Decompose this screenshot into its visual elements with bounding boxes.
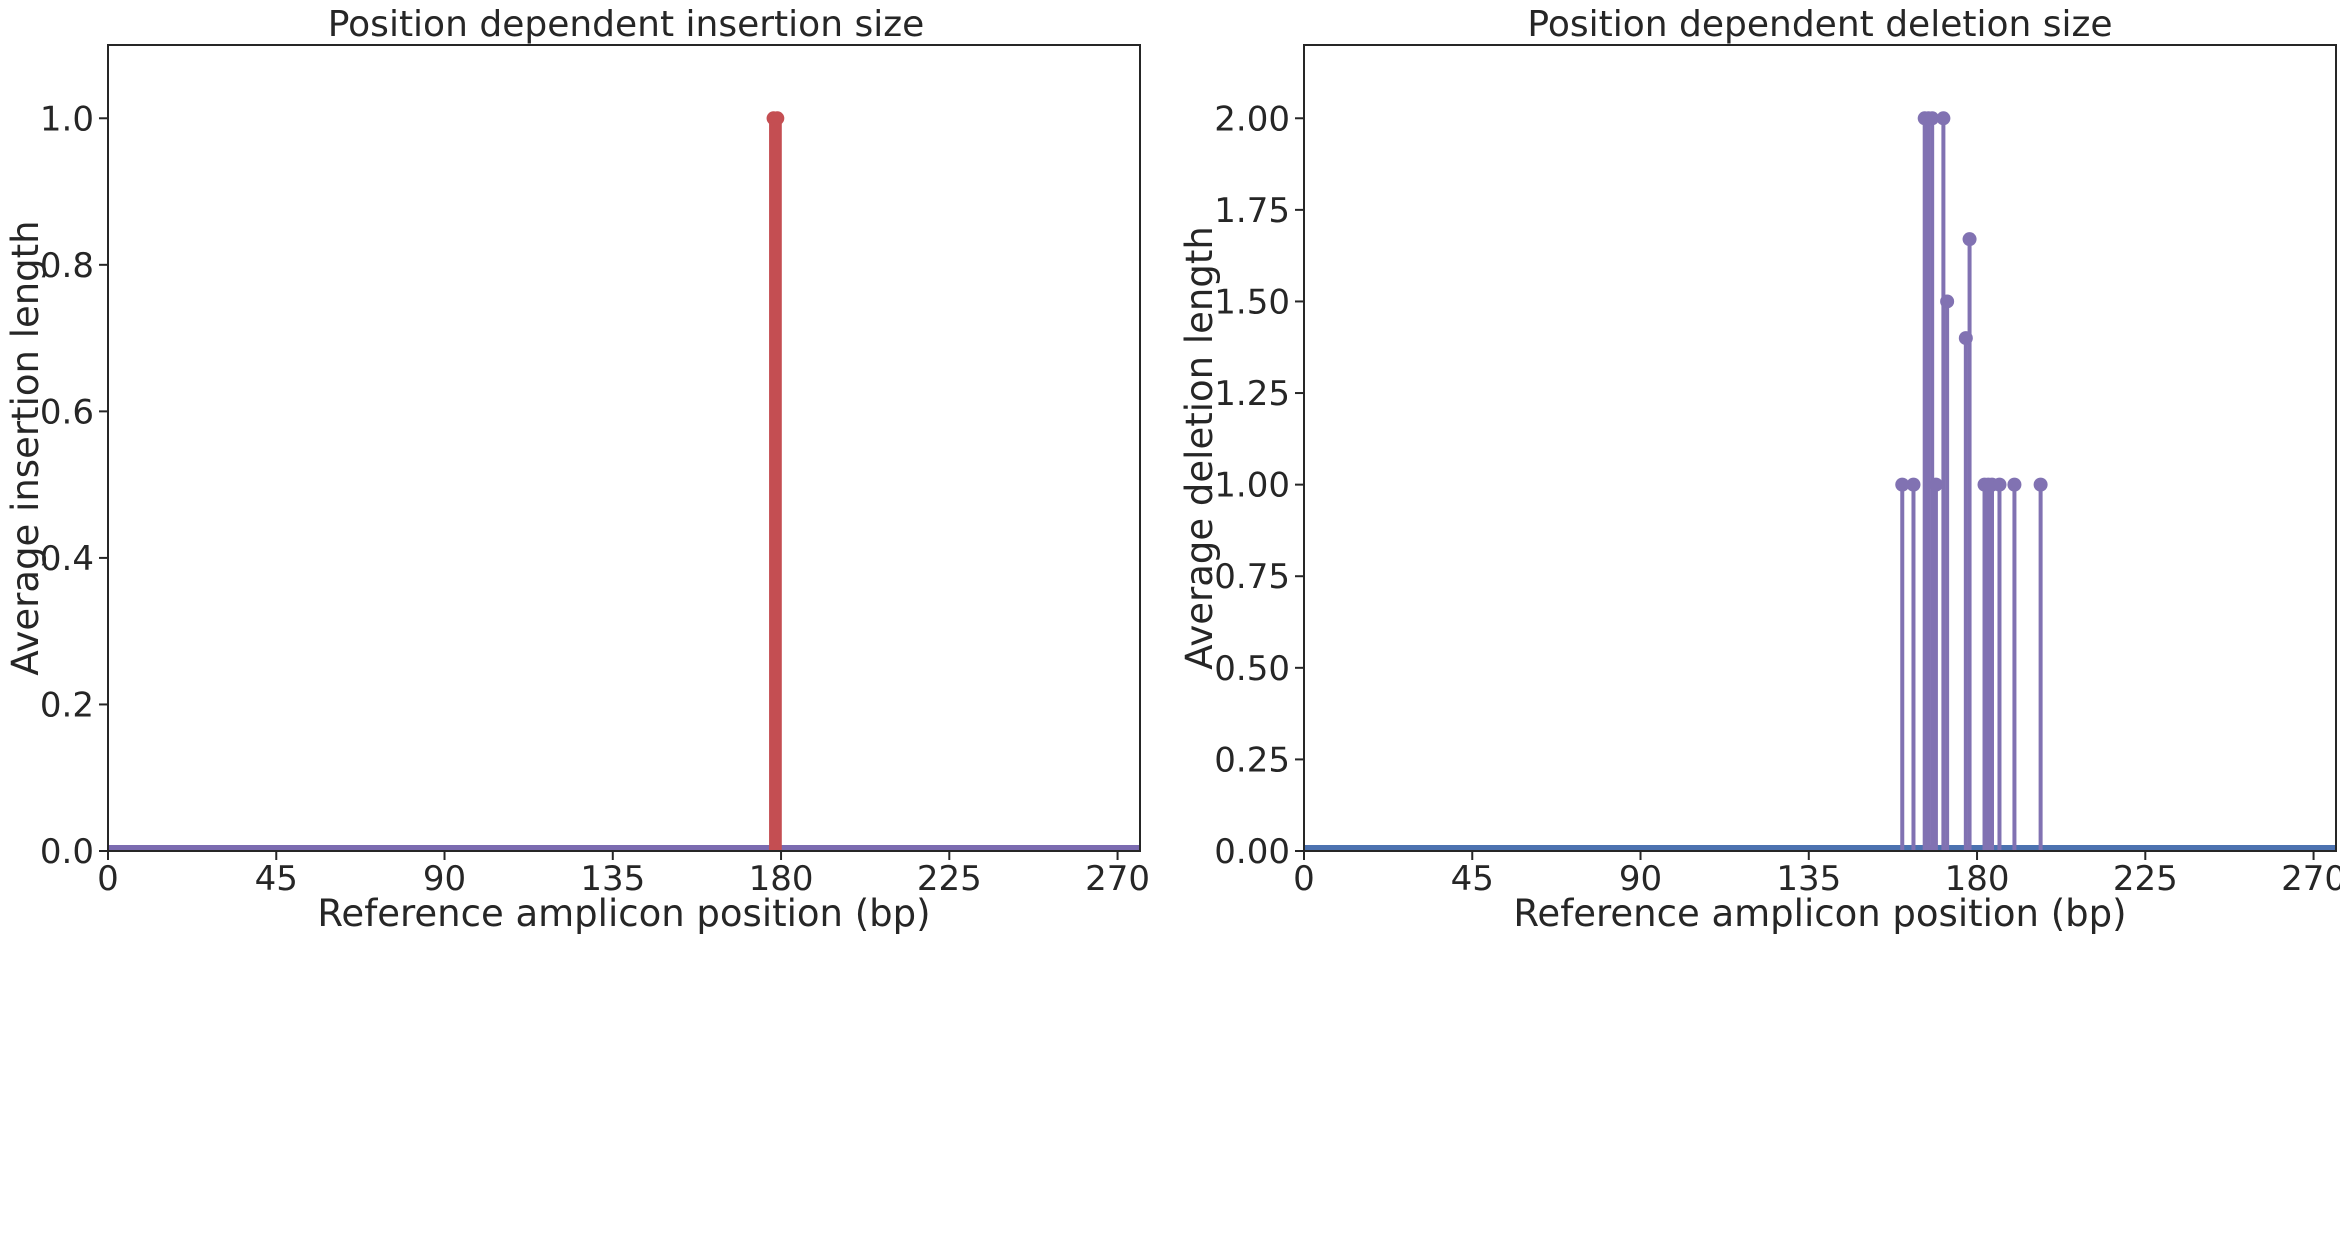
x-tick-label: 0 [1293,859,1315,899]
x-tick-label: 135 [580,859,645,899]
stem-marker [1925,111,1940,126]
y-tick-label: 2.00 [1214,99,1290,139]
stem-marker [1962,232,1977,247]
chart-title: Position dependent deletion size [1527,4,2112,45]
x-tick-label: 90 [1619,859,1662,899]
stem-marker [2007,477,2022,492]
x-axis: 0 45 90 135 180 225 270 [1293,851,2340,899]
y-tick-label: 0.75 [1214,557,1290,597]
y-tick-label: 0.25 [1214,740,1290,780]
x-axis-label: Reference amplicon position (bp) [1513,892,2126,935]
insertion-size-panel: Position dependent insertion size 0.0 0.2… [4,4,1150,935]
y-tick-label: 0.4 [40,539,94,579]
x-tick-label: 135 [1776,859,1841,899]
x-axis: 0 45 90 135 180 225 270 [97,851,1150,899]
stem-marker [1906,477,1921,492]
x-tick-label: 180 [1945,859,2010,899]
y-tick-label: 1.00 [1214,466,1290,506]
y-tick-label: 1.50 [1214,282,1290,322]
x-tick-label: 180 [749,859,814,899]
x-axis-label: Reference amplicon position (bp) [317,892,930,935]
y-axis: 0.00 0.25 0.50 0.75 1.00 1.25 1.50 1.75 2.00 [1214,99,1304,872]
deletion-size-panel: Position dependent deletion size 0.00 0.2… [1178,4,2340,935]
stem-marker [1928,477,1943,492]
y-tick-label: 0.6 [40,392,94,432]
x-tick-label: 45 [1451,859,1494,899]
stem-marker [770,111,785,126]
x-tick-label: 0 [97,859,119,899]
y-tick-label: 0.8 [40,246,94,286]
y-tick-label: 0.2 [40,685,94,725]
x-tick-label: 270 [1085,859,1150,899]
y-tick-label: 1.25 [1214,374,1290,414]
y-axis-label: Average insertion length [4,220,47,675]
y-tick-label: 1.75 [1214,191,1290,231]
stem-marker [1958,331,1973,346]
stem-marker [2033,477,2048,492]
y-tick-label: 0.0 [40,832,94,872]
stem-marker [1895,477,1910,492]
y-tick-label: 1.0 [40,99,94,139]
x-tick-label: 90 [423,859,466,899]
x-tick-label: 45 [255,859,298,899]
y-axis-label: Average deletion length [1178,226,1221,670]
stem-series [766,111,785,851]
y-tick-label: 0.00 [1214,832,1290,872]
chart-title: Position dependent insertion size [328,4,925,45]
stem-series [1895,111,2048,851]
x-tick-label: 270 [2281,859,2340,899]
plot-frame [1303,44,2337,852]
x-tick-label: 225 [917,859,982,899]
stem-marker [1940,294,1955,309]
plot-frame [107,44,1141,852]
y-tick-label: 0.50 [1214,649,1290,689]
stem-marker [1936,111,1951,126]
x-tick-label: 225 [2113,859,2178,899]
stem-marker [1992,477,2007,492]
y-axis: 0.0 0.2 0.4 0.6 0.8 1.0 [40,99,108,872]
